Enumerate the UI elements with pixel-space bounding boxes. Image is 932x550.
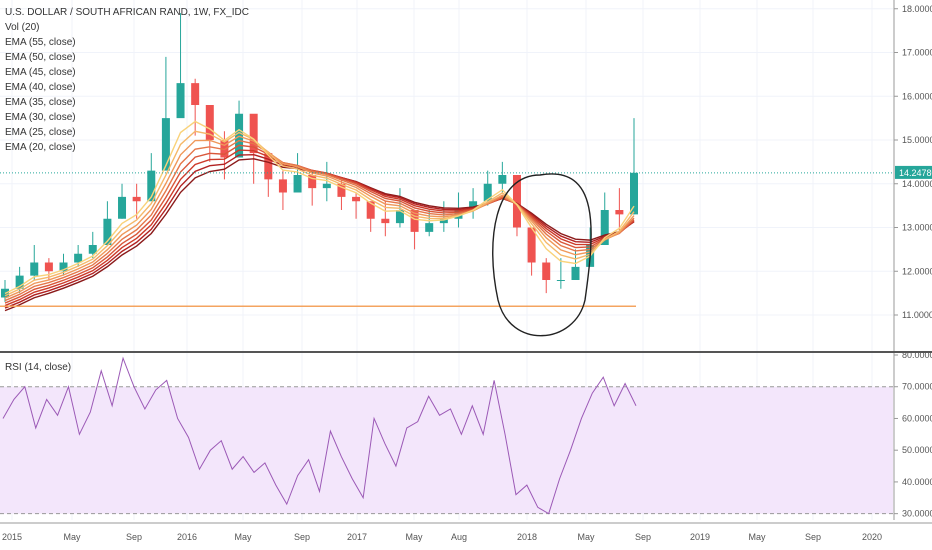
candle-body (556, 280, 565, 281)
candle-body (395, 210, 404, 224)
candle-body (176, 83, 185, 119)
indicator-label: EMA (35, close) (5, 97, 76, 108)
candle-body (74, 253, 83, 263)
candle-body (132, 196, 141, 202)
time-tick-label: May (577, 532, 595, 542)
price-tick-label: 12.00000 (902, 266, 932, 276)
time-tick-label: May (63, 532, 81, 542)
candle-body (410, 210, 419, 232)
price-axis-labels: 18.00000 17.00000 16.00000 15.00000 14.00000… (894, 4, 932, 320)
rsi-axis-labels: 80.00000 70.00000 60.00000 50.00000 40.00000… (894, 350, 932, 519)
rsi-tick-label: 50.00000 (902, 445, 932, 455)
price-tick-label: 16.00000 (902, 91, 932, 101)
time-tick-label: Sep (635, 532, 651, 542)
candle-body (352, 196, 361, 202)
candle-body (161, 118, 170, 171)
candle-body (469, 201, 478, 210)
candle-body (44, 262, 53, 272)
indicator-label: EMA (45, close) (5, 67, 76, 78)
price-tick-label: 14.00000 (902, 179, 932, 189)
candle-body (278, 179, 287, 193)
price-tick-label: 15.00000 (902, 135, 932, 145)
candle-body (103, 218, 112, 245)
candle-body (205, 105, 214, 140)
ema-ribbon (4, 120, 635, 312)
candle-body (425, 223, 434, 232)
indicator-label: EMA (40, close) (5, 82, 76, 93)
indicator-label: EMA (20, close) (5, 142, 76, 153)
rsi-title: RSI (14, close) (5, 362, 71, 373)
indicator-label: EMA (55, close) (5, 37, 76, 48)
candle-body (30, 262, 39, 276)
candle-body (59, 262, 68, 272)
time-tick-label: 2016 (177, 532, 197, 542)
candle-body (191, 83, 200, 105)
candle-body (264, 153, 273, 180)
price-tick-label: 13.00000 (902, 223, 932, 233)
rsi-line (2, 356, 637, 515)
time-tick-label: May (234, 532, 252, 542)
time-axis-labels: 2015 May Sep 2016 May Sep 2017 May Aug 2018 May Sep… (2, 532, 882, 542)
time-tick-label: 2020 (862, 532, 882, 542)
candle-body (512, 175, 521, 228)
time-tick-label: 2017 (347, 532, 367, 542)
ema-line (4, 120, 635, 295)
rsi-tick-label: 60.00000 (902, 413, 932, 423)
chart-title: U.S. DOLLAR / SOUTH AFRICAN RAND, 1W, FX… (5, 7, 249, 18)
time-tick-label: Sep (294, 532, 310, 542)
time-tick-label: Sep (805, 532, 821, 542)
candle-body (498, 175, 507, 184)
time-tick-label: 2019 (690, 532, 710, 542)
candle-body (630, 172, 638, 215)
candle-body (308, 175, 317, 189)
indicator-label: Vol (20) (5, 22, 39, 33)
ema-line (4, 135, 635, 299)
price-tick-label: 17.00000 (902, 48, 932, 58)
ema-line (4, 139, 635, 302)
ema-line (4, 130, 635, 297)
candle-body (337, 183, 346, 197)
time-tick-label: Aug (451, 532, 467, 542)
time-tick-label: May (748, 532, 766, 542)
last-price-badge: 14.24780 (895, 165, 932, 179)
time-tick-label: Sep (126, 532, 142, 542)
candle-body (293, 175, 302, 193)
candle-body (542, 262, 551, 280)
candle-body (571, 266, 580, 280)
price-tick-label: 18.00000 (902, 4, 932, 14)
legend: U.S. DOLLAR / SOUTH AFRICAN RAND, 1W, FX… (5, 7, 249, 153)
svg-text:14.24780: 14.24780 (899, 168, 932, 178)
rsi-tick-label: 80.00000 (902, 350, 932, 360)
candle-body (600, 210, 609, 245)
indicator-label: EMA (25, close) (5, 127, 76, 138)
candle-body (527, 227, 536, 263)
rsi-tick-label: 70.00000 (902, 382, 932, 392)
candle-body (615, 210, 624, 215)
ema-line (4, 153, 635, 309)
ema-line (4, 144, 635, 304)
time-tick-label: 2018 (517, 532, 537, 542)
rsi-pane (0, 356, 893, 515)
candle-body (249, 113, 258, 154)
indicator-label: EMA (30, close) (5, 112, 76, 123)
rsi-band (0, 386, 893, 514)
candle-body (147, 170, 156, 202)
annotation-circle (492, 173, 592, 337)
candle-body (322, 183, 331, 189)
time-tick-label: May (405, 532, 423, 542)
time-tick-label: 2015 (2, 532, 22, 542)
candle-body (439, 218, 448, 224)
candle-body (88, 245, 97, 254)
rsi-tick-label: 30.00000 (902, 509, 932, 519)
candle-body (118, 196, 127, 219)
candle-body (483, 183, 492, 202)
candle-body (366, 201, 375, 219)
candle-body (15, 275, 24, 289)
rsi-tick-label: 40.00000 (902, 477, 932, 487)
candle-body (381, 218, 390, 224)
price-tick-label: 11.00000 (902, 310, 932, 320)
indicator-label: EMA (50, close) (5, 52, 76, 63)
